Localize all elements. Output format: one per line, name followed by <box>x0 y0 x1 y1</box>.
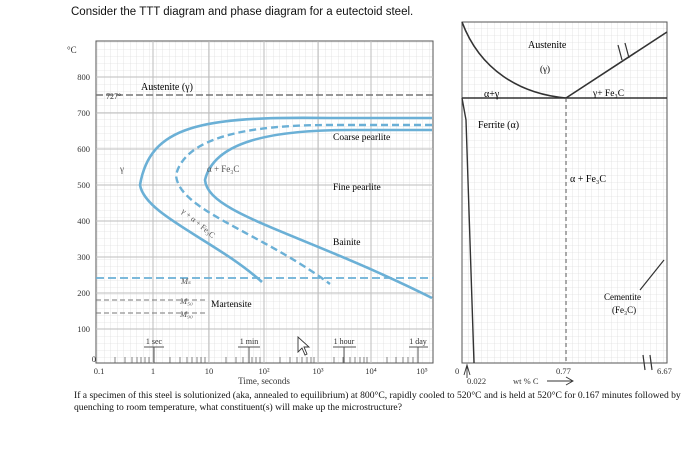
ttt-x-tick: 10² <box>258 366 270 376</box>
martensite-label: Martensite <box>211 300 252 310</box>
ttt-y-unit: °C <box>67 45 77 55</box>
ttt-x-tick: 10⁴ <box>365 366 377 376</box>
ttt-x-tick: 10³ <box>312 366 324 376</box>
ttt-y-tick: 300 <box>77 252 90 262</box>
phase-x-zero: 0 <box>455 366 459 376</box>
ferrite-label: Ferrite (α) <box>478 120 519 131</box>
coarse-pearlite-label: Coarse pearlite <box>333 133 390 143</box>
figure: °C 800 700 600 500 400 300 200 100 0 0.1… <box>67 21 672 386</box>
phase-plot-area <box>461 21 668 364</box>
ttt-x-tick: 0.1 <box>94 366 105 376</box>
phase-x-label: wt % C <box>513 376 539 386</box>
bainite-label: Bainite <box>333 238 360 248</box>
cementite-formula: (Fe₃C) <box>612 305 636 315</box>
fifty-percent-curve <box>174 123 432 285</box>
time-marker-1-hour: 1 hour <box>334 337 355 346</box>
ttt-alpha-fe3c-label: α + Fe₃C <box>207 164 239 174</box>
ttt-y-tick: 400 <box>77 216 90 226</box>
ttt-y-tick: 700 <box>77 108 90 118</box>
mouse-cursor-icon <box>297 335 311 356</box>
ferrite-solvus <box>461 97 475 364</box>
alpha-fe3c-label: α + Fe₃C <box>570 174 606 185</box>
phase-diagram: Austenite (γ) α+γ γ+ Fe₃C Ferrite (α) α … <box>455 21 672 386</box>
fine-pearlite-label: Fine pearlite <box>333 183 381 193</box>
acm-boundary <box>565 31 668 99</box>
ms-label: Mₛ <box>180 276 191 286</box>
ttt-y-tick: 0 <box>92 354 96 364</box>
m50-label: M₅₀ <box>179 296 193 306</box>
ttt-austenite-label: Austenite (γ) <box>141 82 193 93</box>
phase-x-0022: 0.022 <box>467 376 486 386</box>
time-marker-1-min: 1 min <box>240 337 258 346</box>
ttt-y-tick: 600 <box>77 144 90 154</box>
ttt-y-tick: 100 <box>77 324 90 334</box>
time-marker-1-day: 1 day <box>409 337 427 346</box>
ttt-minor-ticks <box>114 357 414 363</box>
a3-boundary <box>461 21 567 99</box>
ttt-y-tick: 800 <box>77 72 90 82</box>
alpha-gamma-label: α+γ <box>484 89 500 100</box>
ttt-x-tick: 1 <box>151 366 155 376</box>
ttt-gamma-label: γ <box>119 164 124 174</box>
arrow-right-icon <box>547 376 574 386</box>
ttt-x-tick: 10⁵ <box>416 366 428 376</box>
ttt-x-label: Time, seconds <box>238 376 290 386</box>
phase-austenite-symbol: (γ) <box>540 64 550 74</box>
ttt-y-tick: 500 <box>77 180 90 190</box>
ttt-diagram: °C 800 700 600 500 400 300 200 100 0 0.1… <box>67 40 434 386</box>
phase-x-077: 0.77 <box>556 366 571 376</box>
finish-curve <box>203 128 433 300</box>
question-text: If a specimen of this steel is solutioni… <box>74 390 681 413</box>
cementite-label: Cementite <box>604 292 641 302</box>
ttt-x-tick: 10 <box>205 366 214 376</box>
cementite-pointer <box>639 259 665 291</box>
start-curve <box>138 116 432 283</box>
phase-x-667: 6.67 <box>657 366 672 376</box>
problem-prompt: Consider the TTT diagram and phase diagr… <box>71 6 414 18</box>
m90-label: M₉₀ <box>179 309 193 319</box>
ttt-y-tick: 200 <box>77 288 90 298</box>
gamma-fe3c-label: γ+ Fe₃C <box>592 89 624 99</box>
temp-727-label: 727° <box>106 92 121 101</box>
time-marker-1-sec: 1 sec <box>146 337 163 346</box>
phase-austenite-label: Austenite <box>528 40 567 51</box>
